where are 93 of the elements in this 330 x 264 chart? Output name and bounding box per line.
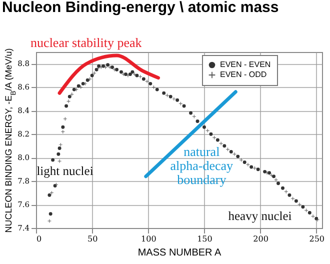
point: [242, 160, 246, 164]
point: [209, 132, 213, 136]
annotation: heavy nuclei: [228, 209, 292, 223]
point: [58, 159, 62, 163]
point: [274, 178, 278, 182]
point: [178, 102, 182, 106]
point: [288, 193, 292, 197]
point: [252, 166, 256, 170]
x-axis-title: MASS NUMBER A: [138, 248, 222, 258]
point: [122, 72, 126, 76]
point: [192, 114, 196, 118]
point: [304, 208, 308, 212]
point: [138, 74, 142, 78]
point: [135, 74, 139, 78]
point: [48, 219, 52, 223]
point: [229, 150, 233, 154]
point: [106, 63, 110, 67]
point: [291, 196, 295, 200]
point: [281, 186, 284, 190]
point: [68, 94, 72, 98]
legend-label: EVEN - EVEN: [220, 60, 271, 69]
point: [246, 162, 250, 166]
point: [72, 88, 76, 92]
point: [298, 202, 302, 206]
point: [240, 158, 243, 162]
point: [58, 146, 62, 150]
point: [219, 142, 223, 146]
point: [206, 128, 210, 132]
x-tick-label: 50: [87, 234, 98, 244]
chart-title: Nucleon Binding-energy \ atomic mass: [2, 0, 279, 16]
point: [115, 68, 118, 72]
point: [250, 165, 254, 169]
point: [216, 138, 220, 142]
legend-label: EVEN - ODD: [220, 70, 267, 79]
point: [92, 71, 96, 75]
point: [294, 199, 298, 203]
point: [272, 174, 276, 178]
point: [61, 125, 65, 129]
point: [168, 94, 172, 98]
point: [202, 125, 206, 129]
point: [66, 100, 70, 104]
point: [70, 92, 74, 96]
x-tick-label: 150: [197, 234, 212, 244]
point: [63, 117, 67, 121]
point: [64, 104, 68, 108]
point: [311, 214, 315, 218]
point: [152, 85, 156, 89]
point: [162, 91, 166, 95]
point: [51, 158, 55, 162]
point: [256, 168, 260, 172]
point: [176, 98, 180, 102]
point: [61, 130, 65, 134]
point: [222, 144, 226, 148]
point: [132, 72, 136, 76]
point: [155, 88, 159, 92]
point: [148, 82, 152, 86]
point: [172, 97, 176, 101]
point: [112, 68, 116, 72]
point: [236, 154, 240, 158]
annotation: light nuclei: [36, 164, 94, 178]
point: [90, 74, 94, 78]
x-tick-label: 200: [253, 234, 268, 244]
point: [108, 66, 112, 69]
point: [142, 77, 146, 81]
point: [74, 88, 78, 92]
series-label: natural alpha-decay boundary: [170, 144, 234, 187]
point: [182, 104, 186, 108]
x-tick-label: 0: [36, 234, 42, 244]
point: [81, 82, 85, 86]
point: [226, 148, 230, 152]
point: [276, 182, 280, 186]
x-tick-label: 250: [309, 234, 325, 244]
point: [196, 120, 200, 123]
point: [301, 205, 305, 209]
point: [308, 211, 312, 214]
point: [48, 212, 52, 216]
point: [189, 111, 193, 115]
point: [58, 142, 62, 146]
point: [88, 77, 92, 81]
series-label: nuclear stability peak: [30, 35, 142, 50]
point: [56, 152, 60, 156]
point: [120, 70, 123, 74]
point: [165, 94, 169, 98]
point: [232, 152, 236, 156]
line-series: [58, 54, 160, 95]
point: [212, 136, 216, 140]
point: [86, 78, 90, 82]
point: [145, 80, 149, 84]
point: [130, 70, 134, 74]
point: [79, 85, 83, 89]
point: [84, 82, 88, 86]
point: [284, 190, 288, 194]
x-tick-label: 100: [141, 234, 156, 244]
